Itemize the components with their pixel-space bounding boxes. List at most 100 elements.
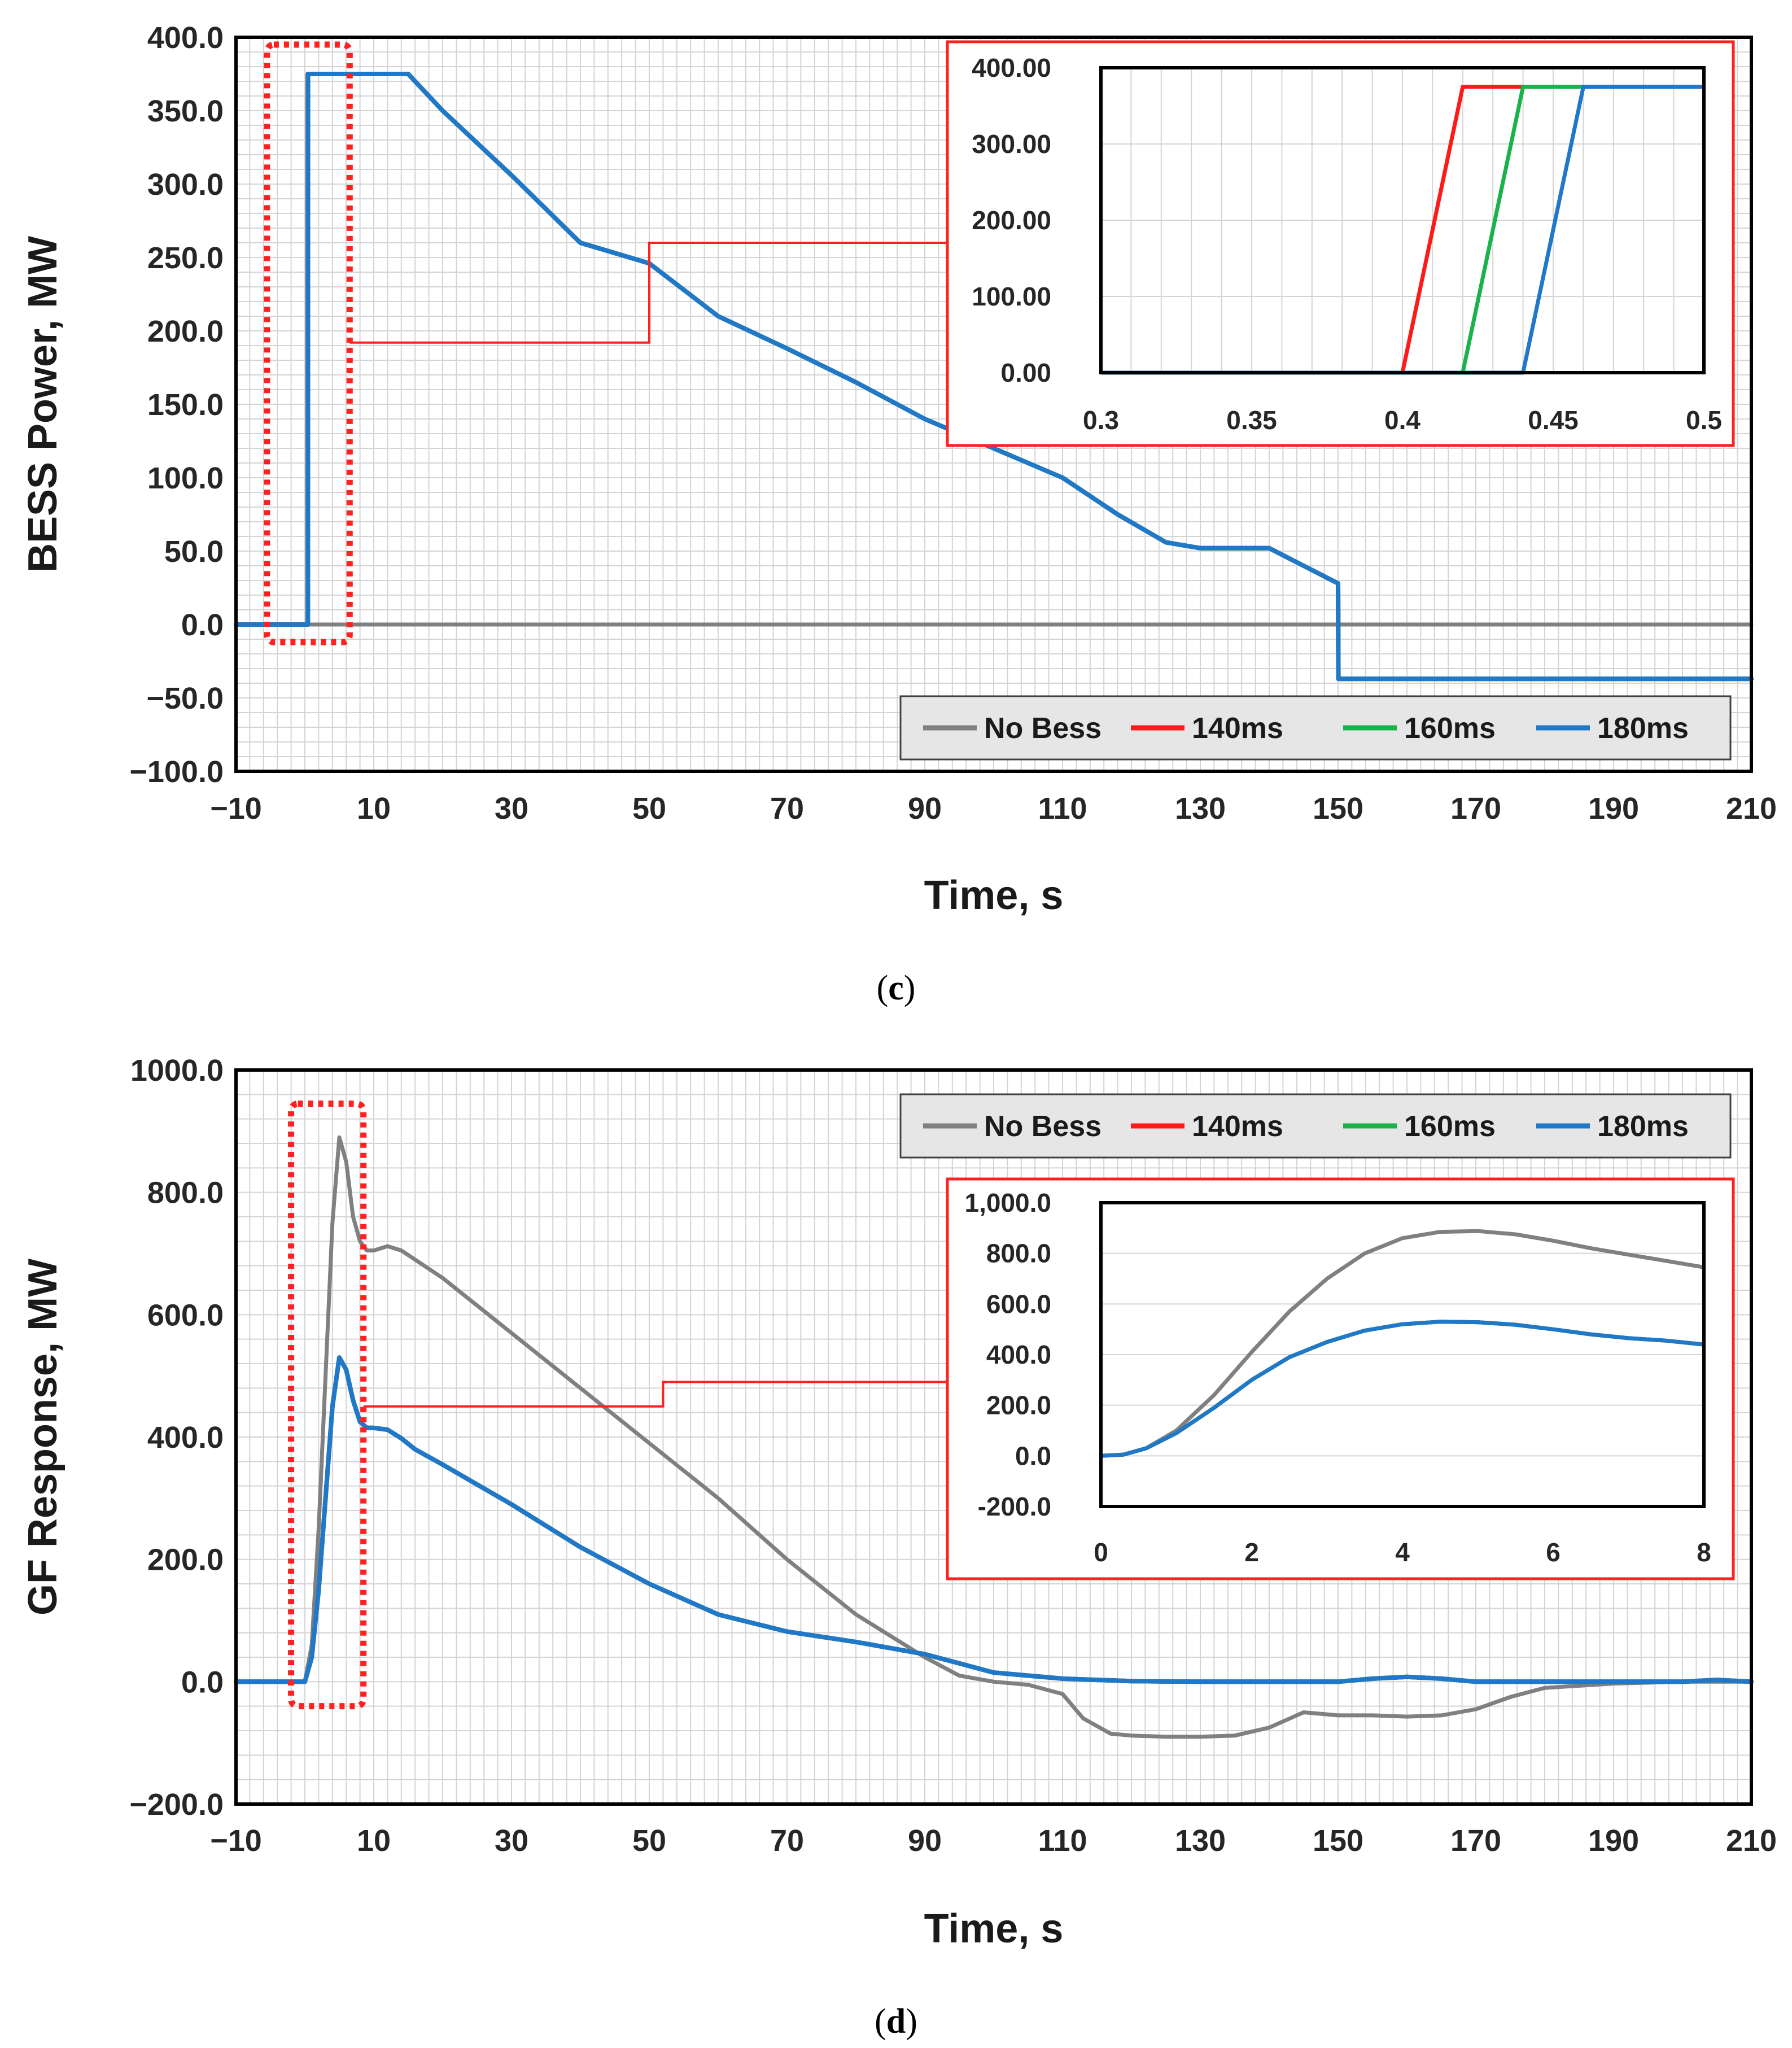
- x-tick-label: 210: [1726, 792, 1777, 826]
- inset-gridlines: [1100, 67, 1704, 373]
- series-line-no-bess: [234, 1135, 1754, 1739]
- legend-label-140ms: 140ms: [1192, 1110, 1283, 1143]
- inset-y-tick-label: 200.0: [986, 1391, 1051, 1420]
- inset: 0 2 4 6 8 -200.0 0.0 200.0 400.0 600.0 800.0 1,000.…: [946, 1177, 1735, 1580]
- plot-frame: [234, 1068, 1753, 1806]
- y-tick-label: −100.0: [129, 755, 224, 789]
- x-tick-label: 90: [908, 792, 942, 826]
- y-tick-label: 100.0: [147, 461, 224, 495]
- inset-y-tick-label: 0.00: [1000, 358, 1051, 387]
- x-tick-label: 10: [357, 792, 391, 826]
- y-tick-label: 350.0: [147, 94, 224, 128]
- legend-box: [899, 695, 1732, 761]
- legend: No Bess 140ms 160ms 180ms: [899, 695, 1732, 761]
- x-tick-label: 50: [632, 792, 666, 826]
- x-tick-label: 50: [632, 1824, 666, 1858]
- inset-y-tick-label: 600.0: [986, 1289, 1051, 1318]
- inset-y-tick-label: 1,000.0: [965, 1188, 1051, 1217]
- y-tick-label: 400.0: [147, 1421, 224, 1455]
- y-tick-label: 50.0: [164, 535, 224, 569]
- y-tick-label: 0.0: [181, 608, 224, 642]
- inset-y-tick-label: -200.0: [978, 1492, 1051, 1521]
- x-tick-label: 130: [1175, 792, 1226, 826]
- x-axis-label: Time, s: [924, 873, 1064, 918]
- inset-y-tick-label: 200.00: [972, 206, 1051, 235]
- x-tick-label: 170: [1450, 1824, 1501, 1858]
- x-tick-label: 170: [1450, 792, 1501, 826]
- x-tick-label: 110: [1038, 1824, 1087, 1858]
- series-line-180ms: [234, 72, 1754, 682]
- legend-label-160ms: 160ms: [1404, 1110, 1496, 1143]
- y-tick-label: −200.0: [129, 1788, 224, 1822]
- caption-c: (c): [877, 969, 916, 1007]
- inset-x-tick-label: 4: [1395, 1538, 1410, 1567]
- inset-x-tick-label: 0.35: [1226, 405, 1277, 435]
- inset-y-tick-label: 300.00: [972, 129, 1051, 159]
- inset-x-tick-label: 2: [1244, 1538, 1259, 1567]
- y-tick-label: 200.0: [147, 1543, 224, 1577]
- x-tick-label: 110: [1038, 792, 1087, 826]
- inset-x-tick-label: 0: [1094, 1538, 1108, 1567]
- inset-x-tick-label: 6: [1546, 1538, 1561, 1567]
- inset-y-tick-label: 800.0: [986, 1239, 1051, 1268]
- y-tick-label: −50.0: [146, 682, 224, 715]
- y-tick-label: 250.0: [147, 241, 224, 275]
- legend-label-no-bess: No Bess: [984, 712, 1102, 745]
- x-axis-label: Time, s: [924, 1906, 1064, 1951]
- inset-frame: [946, 40, 1735, 447]
- y-tick-label: 400.0: [147, 21, 224, 55]
- highlight-box: [264, 41, 353, 645]
- series-line-180ms: [234, 1355, 1754, 1684]
- legend-label-no-bess: No Bess: [984, 1110, 1102, 1143]
- inset-x-tick-label: 0.5: [1686, 405, 1722, 435]
- x-tick-label: 70: [770, 1824, 804, 1858]
- inset-x-tick-label: 0.3: [1083, 405, 1119, 435]
- y-tick-label: 200.0: [147, 315, 224, 348]
- legend: No Bess 140ms 160ms 180ms: [899, 1093, 1732, 1159]
- inset-y-tick-label: 400.0: [986, 1340, 1051, 1369]
- zoom-connector: [349, 242, 998, 344]
- x-tick-label: 150: [1313, 1824, 1363, 1858]
- inset-series-180ms: [1100, 1320, 1704, 1458]
- x-tick-label: 30: [495, 792, 528, 826]
- y-axis-label: GF Response, MW: [20, 1259, 65, 1615]
- x-tick-label: 190: [1588, 792, 1639, 826]
- y-tick-label: 0.0: [181, 1665, 224, 1699]
- legend-label-140ms: 140ms: [1192, 712, 1283, 745]
- inset-y-tick-label: 0.0: [1015, 1441, 1051, 1470]
- inset-plot-frame: [1099, 66, 1706, 374]
- caption-d: (d): [875, 2002, 917, 2041]
- x-tick-label: −10: [210, 1824, 262, 1858]
- x-tick-label: 10: [357, 1824, 391, 1858]
- inset-x-tick-label: 0.45: [1528, 405, 1579, 435]
- legend-label-160ms: 160ms: [1404, 712, 1496, 745]
- inset-x-tick-label: 0.4: [1384, 405, 1421, 435]
- y-tick-label: 800.0: [147, 1176, 224, 1210]
- inset-frame: [946, 1177, 1735, 1580]
- inset-y-tick-label: 400.00: [972, 53, 1051, 82]
- y-axis-label: BESS Power, MW: [20, 236, 65, 573]
- plot-frame: [234, 36, 1753, 773]
- legend-box: [899, 1093, 1732, 1159]
- inset-plot-frame: [1099, 1201, 1706, 1508]
- inset-y-tick-label: 100.00: [972, 282, 1051, 311]
- x-tick-label: −10: [210, 792, 262, 826]
- x-tick-label: 30: [495, 1824, 528, 1858]
- x-tick-label: 150: [1313, 792, 1363, 826]
- legend-label-180ms: 180ms: [1597, 712, 1689, 745]
- zoom-connector: [363, 1381, 998, 1408]
- chart-gf-response: −10 10 30 50 70 90 110 130 150 170 190 210 −200.0 0.0…: [20, 1054, 1777, 1951]
- x-tick-label: 190: [1588, 1824, 1639, 1858]
- y-tick-label: 300.0: [147, 168, 224, 202]
- inset: 0.3 0.35 0.4 0.45 0.5 0.00 100.00 200.00 300.00 4…: [946, 40, 1735, 447]
- x-tick-label: 130: [1175, 1824, 1226, 1858]
- x-tick-label: 90: [908, 1824, 942, 1858]
- y-tick-label: 600.0: [147, 1298, 224, 1332]
- x-tick-label: 70: [770, 792, 804, 826]
- chart-bess-power: −10 10 30 50 70 90 110 130 150 170 190 210 −100.0 −50…: [20, 21, 1777, 918]
- y-tick-label: 150.0: [147, 388, 224, 422]
- legend-label-180ms: 180ms: [1597, 1110, 1689, 1143]
- inset-x-tick-label: 8: [1697, 1538, 1711, 1567]
